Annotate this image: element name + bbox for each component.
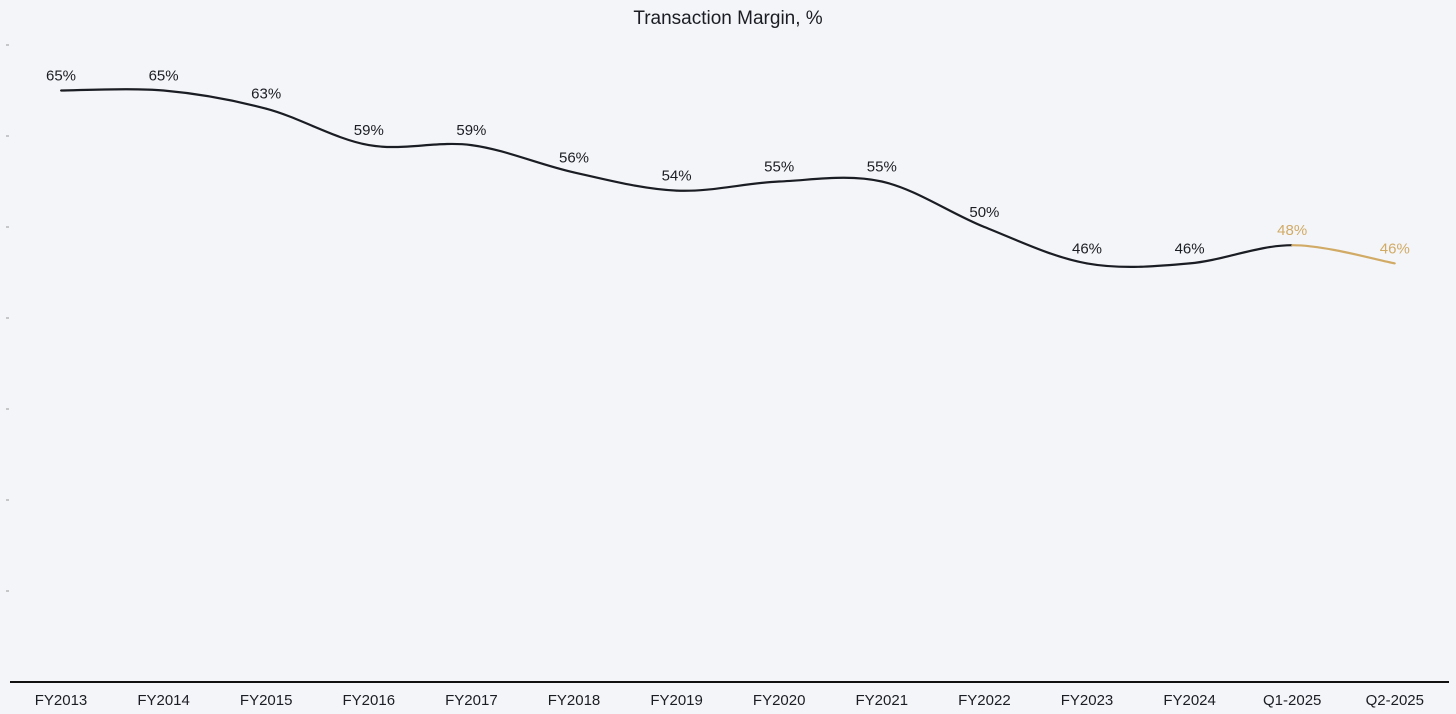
x-tick-label-FY2021: FY2021 bbox=[856, 692, 909, 709]
data-point-FY2020 bbox=[778, 180, 781, 183]
data-point-FY2019 bbox=[675, 189, 678, 192]
data-point-Q1-2025 bbox=[1291, 244, 1294, 247]
data-label-FY2024: 46% bbox=[1175, 240, 1205, 257]
chart-title: Transaction Margin, % bbox=[633, 8, 822, 29]
x-tick-label-FY2018: FY2018 bbox=[548, 692, 601, 709]
data-label-FY2014: 65% bbox=[149, 68, 179, 85]
data-point-FY2021 bbox=[880, 180, 883, 183]
series-line-highlight bbox=[1292, 244, 1395, 265]
data-label-FY2017: 59% bbox=[456, 122, 486, 139]
data-label-FY2016: 59% bbox=[354, 122, 384, 139]
x-tick-label-FY2016: FY2016 bbox=[343, 692, 396, 709]
data-label-FY2022: 50% bbox=[969, 204, 999, 221]
data-label-Q2-2025: 46% bbox=[1380, 240, 1410, 257]
data-label-FY2013: 65% bbox=[46, 68, 76, 85]
y-axis-ticks bbox=[6, 44, 9, 592]
x-tick-label-FY2014: FY2014 bbox=[137, 692, 190, 709]
x-tick-label-FY2015: FY2015 bbox=[240, 692, 293, 709]
x-tick-label-Q1-2025: Q1-2025 bbox=[1263, 692, 1321, 709]
data-point-Q2-2025 bbox=[1393, 262, 1396, 265]
data-point-FY2024 bbox=[1188, 262, 1191, 265]
data-point-FY2022 bbox=[983, 226, 986, 228]
data-point-FY2014 bbox=[162, 89, 165, 92]
data-label-FY2021: 55% bbox=[867, 159, 897, 176]
x-tick-label-Q2-2025: Q2-2025 bbox=[1366, 692, 1424, 709]
x-tick-label-FY2023: FY2023 bbox=[1061, 692, 1114, 709]
data-label-FY2015: 63% bbox=[251, 86, 281, 103]
data-label-FY2019: 54% bbox=[662, 168, 692, 185]
data-point-FY2017 bbox=[470, 144, 473, 147]
x-tick-label-FY2024: FY2024 bbox=[1163, 692, 1216, 709]
x-tick-label-FY2020: FY2020 bbox=[753, 692, 806, 709]
x-tick-label-FY2017: FY2017 bbox=[445, 692, 498, 709]
data-points bbox=[60, 89, 1396, 265]
data-point-FY2016 bbox=[367, 144, 370, 147]
x-tick-label-FY2022: FY2022 bbox=[958, 692, 1011, 709]
data-point-FY2018 bbox=[573, 171, 575, 174]
x-tick-label-FY2013: FY2013 bbox=[35, 692, 88, 709]
data-label-FY2020: 55% bbox=[764, 159, 794, 176]
data-point-FY2013 bbox=[60, 89, 62, 92]
x-tick-label-FY2019: FY2019 bbox=[650, 692, 703, 709]
data-label-FY2023: 46% bbox=[1072, 240, 1102, 257]
x-axis-tick-labels: FY2013 FY2014 FY2015 FY2016 FY2017 FY2018 FY20… bbox=[35, 692, 1424, 709]
data-point-FY2023 bbox=[1086, 262, 1088, 265]
data-label-FY2018: 56% bbox=[559, 149, 589, 166]
data-label-Q1-2025: 48% bbox=[1277, 222, 1307, 239]
data-labels: 65% 65% 63% 59% 59% 56% 54% 55% 55% 50% 46% 46% 48% 4… bbox=[46, 68, 1410, 258]
data-point-FY2015 bbox=[265, 107, 268, 110]
